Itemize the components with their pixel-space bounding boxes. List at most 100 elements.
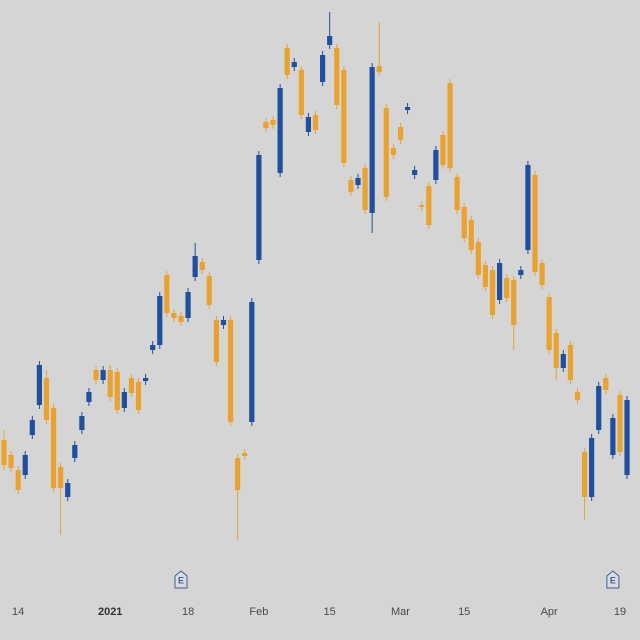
- event-label: E: [178, 575, 184, 585]
- candle-body: [298, 70, 304, 115]
- candle-body: [93, 370, 99, 380]
- x-tick-label: Mar: [391, 606, 410, 618]
- candle-body: [447, 83, 453, 168]
- candle-body: [72, 445, 78, 458]
- candle-body: [511, 280, 517, 325]
- candle-body: [320, 55, 326, 82]
- candle-body: [135, 382, 142, 410]
- candle-body: [22, 455, 28, 475]
- candle-body: [404, 107, 411, 110]
- candle-body: [419, 205, 425, 207]
- candle-body: [426, 186, 432, 225]
- candle-body: [596, 386, 602, 430]
- candle-body: [192, 256, 198, 277]
- event-marker[interactable]: E: [606, 570, 620, 589]
- candle-body: [553, 333, 559, 368]
- candle-body: [150, 345, 156, 350]
- candles: [1, 12, 630, 540]
- candle-body: [475, 242, 481, 275]
- candle-body: [539, 263, 545, 285]
- candle-body: [383, 108, 389, 197]
- candle-body: [440, 135, 446, 165]
- candle-body: [65, 483, 71, 497]
- candle-body: [199, 262, 205, 270]
- candle-body: [433, 150, 439, 180]
- candle-body: [525, 165, 531, 250]
- candle-body: [504, 278, 510, 298]
- candle-body: [277, 88, 283, 173]
- candle-body: [305, 117, 312, 132]
- candle-body: [164, 275, 170, 313]
- candle-body: [107, 370, 113, 397]
- candle-body: [43, 378, 50, 420]
- candle-body: [227, 320, 234, 422]
- x-axis: 14 2021 18 Feb 15 Mar 15 Apr 19 E E: [12, 570, 626, 618]
- candle-body: [100, 370, 106, 380]
- candle-body: [79, 416, 85, 430]
- candle-body: [334, 48, 340, 105]
- candle-body: [489, 270, 496, 315]
- event-marker[interactable]: E: [174, 570, 188, 589]
- candle-body: [143, 378, 149, 381]
- candle-body: [50, 408, 57, 488]
- candle-body: [249, 302, 255, 422]
- candle-body: [397, 127, 404, 140]
- candle-body: [341, 70, 347, 163]
- x-tick-label: 15: [324, 606, 336, 618]
- x-tick-label: 2021: [98, 606, 122, 618]
- candle-body: [128, 378, 135, 393]
- candle-body: [610, 418, 616, 455]
- candle-body: [270, 120, 276, 125]
- candle-body: [327, 36, 333, 45]
- x-tick-label: Feb: [249, 606, 268, 618]
- candle-body: [242, 453, 248, 456]
- candle-body: [213, 320, 219, 362]
- candle-body: [185, 292, 191, 318]
- candle-body: [58, 467, 64, 488]
- candle-body: [263, 122, 269, 128]
- candle-body: [178, 316, 184, 322]
- candle-body: [567, 345, 573, 380]
- event-icon: [606, 570, 620, 589]
- event-label: E: [610, 575, 616, 585]
- candle-body: [355, 178, 361, 185]
- candle-body: [390, 148, 396, 155]
- candle-body: [617, 395, 623, 452]
- x-tick-label: 14: [12, 606, 24, 618]
- candle-body: [1, 440, 7, 465]
- candle-body: [546, 297, 552, 350]
- candle-body: [412, 170, 418, 175]
- candle-body: [560, 354, 566, 368]
- candle-body: [36, 365, 42, 405]
- candle-body: [114, 372, 120, 410]
- candle-body: [157, 296, 163, 345]
- candle-body: [235, 458, 241, 490]
- candle-body: [624, 400, 630, 475]
- candle-body: [589, 438, 595, 497]
- candle-body: [15, 470, 21, 490]
- candle-body: [348, 180, 354, 192]
- candle-body: [220, 320, 227, 325]
- x-tick-label: 15: [458, 606, 470, 618]
- candle-body: [518, 270, 524, 275]
- candle-body: [468, 220, 474, 250]
- candle-body: [8, 455, 14, 468]
- candle-body: [362, 168, 368, 210]
- candle-body: [376, 66, 382, 72]
- candle-body: [532, 175, 538, 272]
- x-tick-label: Apr: [541, 606, 558, 618]
- candle-body: [461, 207, 467, 238]
- candle-body: [86, 392, 92, 402]
- event-icon: [174, 570, 188, 589]
- x-tick-label: 19: [614, 606, 626, 618]
- candle-body: [29, 420, 35, 435]
- candle-body: [497, 263, 503, 300]
- candle-body: [482, 265, 489, 287]
- candle-body: [369, 67, 375, 213]
- candle-body: [121, 392, 127, 408]
- candle-body: [291, 62, 297, 67]
- candle-body: [603, 378, 609, 390]
- candle-body: [454, 177, 460, 210]
- candle-body: [574, 392, 581, 400]
